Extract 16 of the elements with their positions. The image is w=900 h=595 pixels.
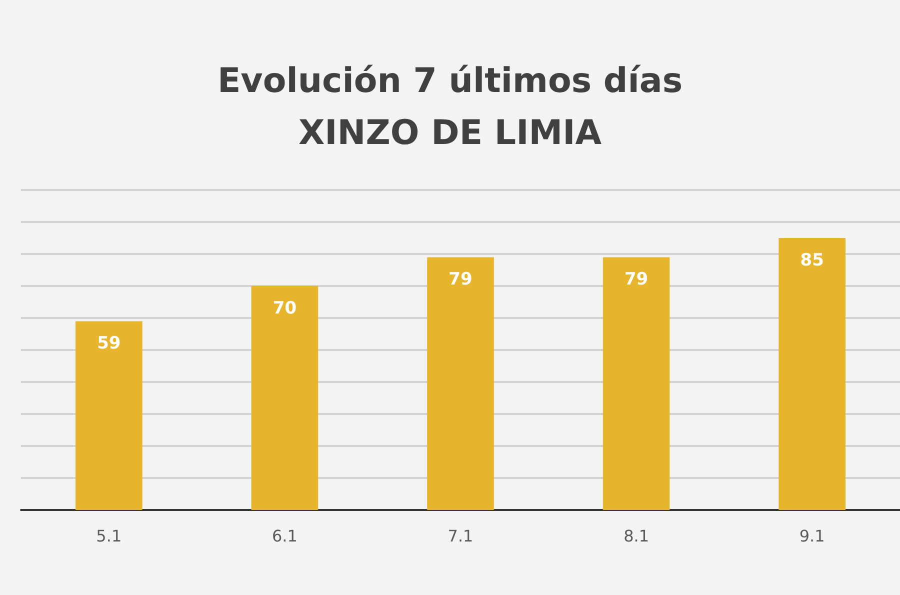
data-label: 79 <box>624 270 648 290</box>
x-tick-label: 7.1 <box>448 526 474 546</box>
bar <box>251 286 318 510</box>
x-tick-label: 6.1 <box>272 526 298 546</box>
bar <box>427 257 494 510</box>
bar <box>778 238 846 510</box>
data-label: 79 <box>448 270 472 290</box>
x-tick-label: 5.1 <box>96 526 122 546</box>
x-tick-label: 8.1 <box>624 526 650 546</box>
data-label: 85 <box>800 250 824 270</box>
bar <box>76 321 142 510</box>
chart-title: Evolución 7 últimos días XINZO DE LIMIA <box>217 61 683 153</box>
data-label: 70 <box>272 298 297 318</box>
bar <box>602 257 670 510</box>
data-label: 59 <box>97 334 121 354</box>
x-tick-label: 9.1 <box>799 526 825 546</box>
